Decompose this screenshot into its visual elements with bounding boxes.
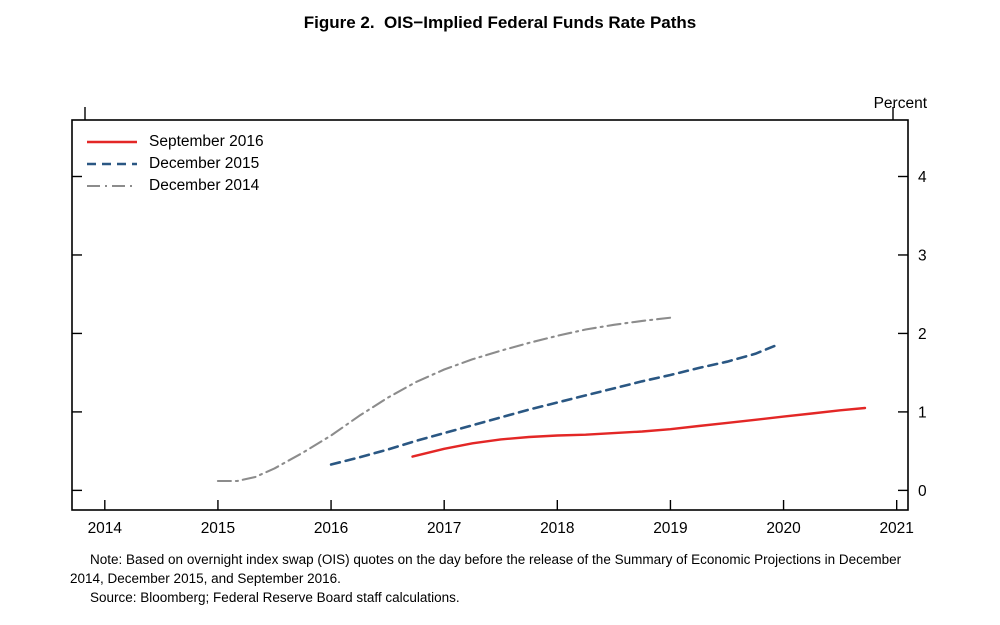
legend-item-september-2016: September 2016 [86, 133, 264, 150]
legend: September 2016 December 2015 December 20… [86, 133, 264, 194]
y-tick-label: 3 [918, 247, 927, 264]
x-tick-label: 2016 [314, 520, 348, 537]
note-text: Note: Based on overnight index swap (OIS… [70, 552, 902, 587]
legend-item-december-2015: December 2015 [86, 155, 264, 172]
series-line-december-2015 [329, 344, 776, 466]
y-tick-label: 2 [918, 326, 927, 343]
y-tick-label: 0 [918, 483, 927, 500]
y-axis: 0 1 2 3 4 [72, 169, 927, 500]
x-tick-label: 2017 [427, 520, 461, 537]
y-tick-label: 1 [918, 404, 927, 421]
x-tick-label: 2021 [879, 520, 913, 537]
series-line-september-2016 [411, 406, 867, 458]
footnotes: Note: Based on overnight index swap (OIS… [70, 550, 934, 607]
legend-line-sample-icon [87, 140, 137, 144]
legend-item-december-2014: December 2014 [86, 177, 264, 194]
x-tick-label: 2015 [201, 520, 235, 537]
series-line-december-2014 [216, 316, 672, 483]
legend-label: December 2014 [149, 177, 260, 194]
legend-line-sample-icon [87, 184, 137, 188]
x-tick-label: 2014 [88, 520, 123, 537]
plot-frame [71, 119, 909, 511]
legend-label: September 2016 [149, 133, 264, 150]
x-tick-label: 2018 [540, 520, 574, 537]
x-axis: 2014 2015 2016 2017 2018 2019 2020 2021 [88, 500, 914, 537]
source-text: Source: Bloomberg; Federal Reserve Board… [90, 590, 460, 606]
x-tick-label: 2019 [653, 520, 687, 537]
legend-line-sample-icon [87, 162, 137, 166]
legend-label: December 2015 [149, 155, 260, 172]
y-axis-unit-label: Percent [873, 95, 927, 112]
x-tick-label: 2020 [766, 520, 801, 537]
figure-title: Figure 2. OIS−Implied Federal Funds Rate… [303, 13, 697, 32]
y-tick-label: 4 [918, 169, 927, 186]
